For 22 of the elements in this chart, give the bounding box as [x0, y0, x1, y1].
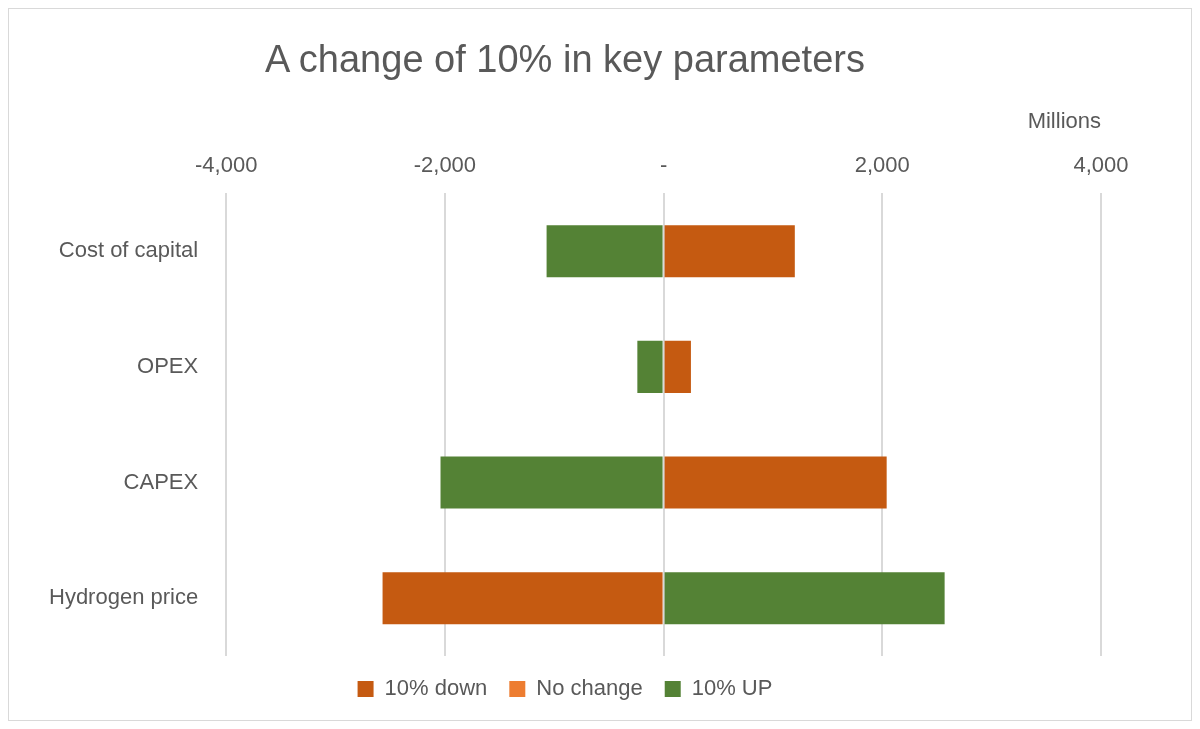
bar	[637, 340, 663, 393]
x-tick-label: -4,000	[194, 152, 258, 178]
y-tick-label: Cost of capital	[58, 237, 199, 263]
y-tick-label: CAPEX	[123, 468, 199, 494]
x-tick-label: 2,000	[854, 152, 910, 178]
legend-label: 10% down	[384, 675, 488, 701]
chart-title: A change of 10% in key parameters	[265, 38, 865, 81]
x-axis-title: Millions	[1027, 107, 1101, 133]
bar	[440, 456, 663, 509]
y-tick-label: Hydrogen price	[49, 584, 199, 610]
y-tick-label: OPEX	[137, 352, 199, 378]
bar	[382, 572, 663, 625]
x-tick-label: -2,000	[413, 152, 477, 178]
bar	[546, 225, 663, 278]
legend-label: No change	[536, 675, 643, 701]
bar	[664, 340, 691, 393]
bar	[664, 572, 945, 625]
bar	[664, 456, 887, 509]
legend-label: 10% UP	[691, 675, 773, 701]
x-tick-label: -	[659, 152, 668, 178]
x-tick-label: 4,000	[1073, 152, 1129, 178]
bar	[664, 225, 795, 278]
